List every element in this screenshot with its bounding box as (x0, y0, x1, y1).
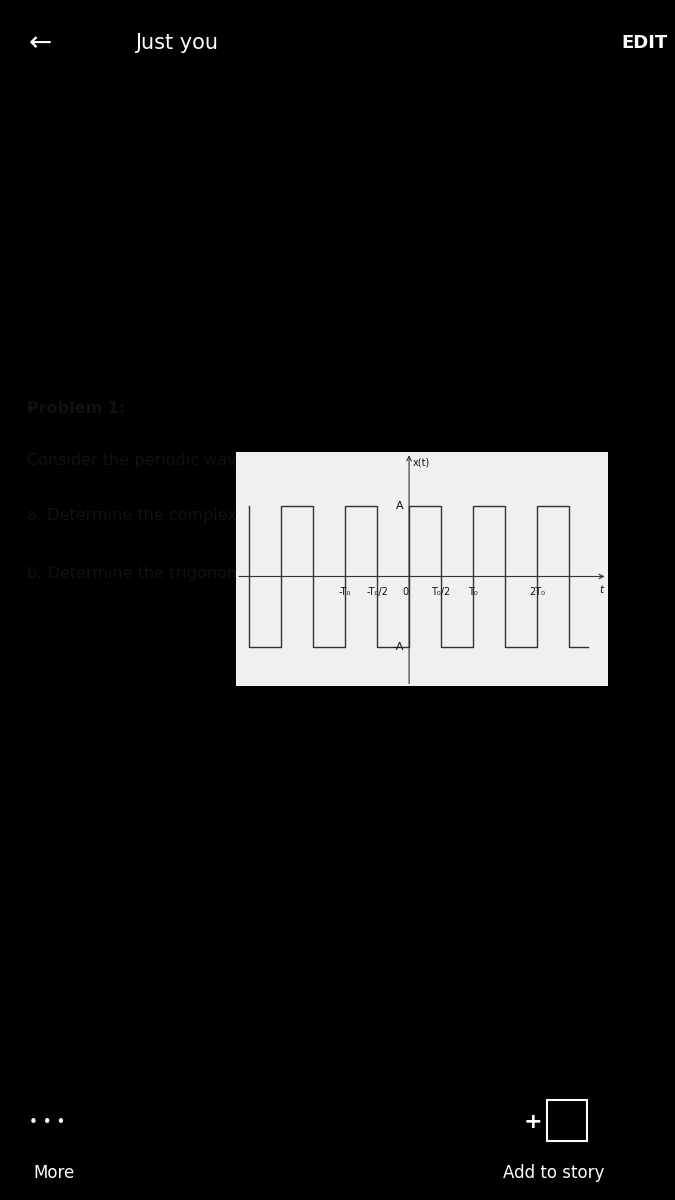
Text: Problem 1:: Problem 1: (27, 401, 126, 415)
Text: • • •: • • • (29, 1115, 65, 1129)
Text: .: . (456, 566, 462, 581)
Text: More: More (33, 1164, 75, 1182)
Text: A: A (396, 500, 404, 510)
Text: -T₀/2: -T₀/2 (366, 587, 388, 598)
Text: b. Determine the trigonometric Fourier series of: b. Determine the trigonometric Fourier s… (27, 566, 418, 581)
Text: Consider the periodic waveform shown below.: Consider the periodic waveform shown bel… (27, 452, 397, 468)
Text: -T₀: -T₀ (339, 587, 351, 598)
Text: x(t): x(t) (413, 457, 430, 467)
Text: ←: ← (29, 29, 52, 58)
Text: T₀/2: T₀/2 (431, 587, 451, 598)
Text: Just you: Just you (135, 34, 218, 53)
Text: a. Determine the complex exponential Fourier series of: a. Determine the complex exponential Fou… (27, 508, 477, 522)
Text: x(t): x(t) (428, 566, 456, 581)
Text: 0: 0 (403, 587, 409, 598)
Text: x(t): x(t) (478, 508, 506, 522)
Text: t: t (599, 584, 603, 595)
Text: -A: -A (393, 642, 404, 653)
Text: 2T₀: 2T₀ (529, 587, 545, 598)
Text: Add to story: Add to story (503, 1164, 604, 1182)
Text: .: . (506, 508, 512, 522)
Text: T₀: T₀ (468, 587, 478, 598)
Text: +: + (524, 1112, 543, 1133)
Text: EDIT: EDIT (621, 34, 668, 52)
